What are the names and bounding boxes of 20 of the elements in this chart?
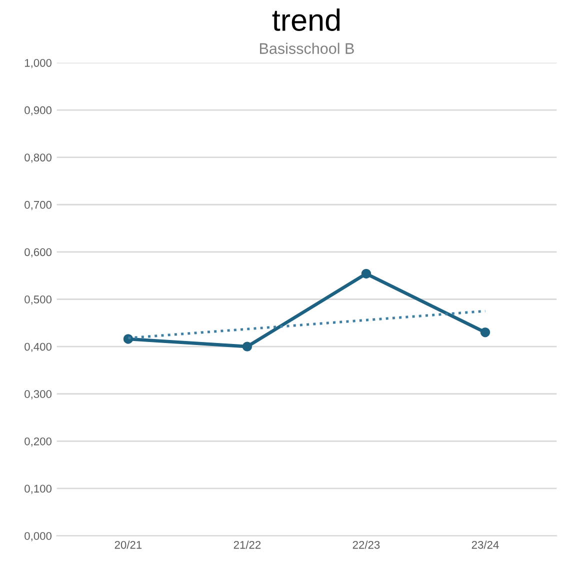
chart-subtitle: Basisschool B xyxy=(260,42,354,54)
x-tick-label: 20/21 xyxy=(114,540,142,549)
y-tick-label: 0,400 xyxy=(24,342,52,352)
y-tick-label: 1,000 xyxy=(24,58,52,68)
point xyxy=(480,328,490,338)
y-tick-label: 0,700 xyxy=(24,200,52,210)
y-tick-label: 0,600 xyxy=(24,248,52,258)
x-tick-label: 21/22 xyxy=(234,540,261,549)
y-tick-label: 0,900 xyxy=(24,106,52,116)
y-tick-label: 0,100 xyxy=(24,484,52,494)
point xyxy=(361,268,372,279)
chart-title: trend xyxy=(272,8,340,31)
y-tick-label: 0,000 xyxy=(24,532,52,542)
point xyxy=(242,342,252,352)
y-tick-label: 0,800 xyxy=(24,154,52,163)
x-tick-label: 22/23 xyxy=(352,540,380,549)
y-tick-label: 0,500 xyxy=(24,296,52,305)
y-tick-label: 0,300 xyxy=(24,390,52,400)
y-tick-label: 0,200 xyxy=(24,437,52,447)
x-tick-label: 23/24 xyxy=(472,540,499,549)
